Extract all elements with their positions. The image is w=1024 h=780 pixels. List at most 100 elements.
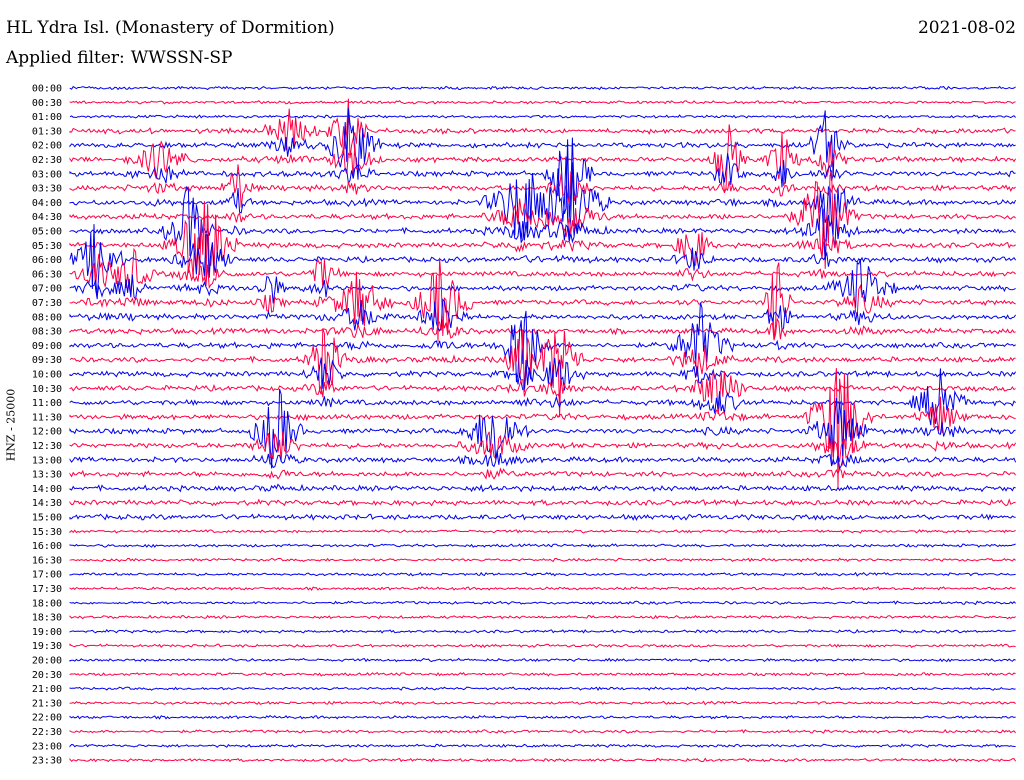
- trace-time-label: 00:00: [32, 84, 62, 95]
- trace-time-label: 22:00: [32, 713, 62, 724]
- trace-time-label: 13:30: [32, 470, 62, 481]
- seismic-trace: [69, 528, 1016, 534]
- trace-time-label: 17:30: [32, 584, 62, 595]
- seismic-trace: [69, 317, 1016, 341]
- seismic-trace: [69, 328, 1016, 418]
- station-title: HL Ydra Isl. (Monastery of Dormition): [6, 18, 335, 38]
- seismic-trace: [69, 224, 1017, 300]
- seismic-trace: [69, 137, 1016, 220]
- trace-time-label: 20:00: [32, 656, 62, 667]
- seismic-trace: [69, 114, 1016, 119]
- seismic-trace: [69, 467, 1017, 480]
- seismic-trace: [69, 743, 1016, 749]
- seismic-trace: [69, 657, 1016, 663]
- trace-time-label: 20:30: [32, 670, 62, 681]
- seismic-trace: [69, 257, 1016, 342]
- seismic-trace: [69, 388, 1016, 469]
- trace-time-label: 12:00: [32, 427, 62, 438]
- trace-time-label: 16:30: [32, 555, 62, 566]
- seismic-trace: [69, 371, 1016, 414]
- seismic-trace: [69, 85, 1016, 91]
- filter-label: Applied filter:: [6, 48, 125, 68]
- seismic-trace: [69, 368, 1016, 426]
- trace-time-label: 07:30: [32, 298, 62, 309]
- trace-time-label: 06:30: [32, 269, 62, 280]
- trace-time-label: 19:30: [32, 641, 62, 652]
- trace-time-label: 14:30: [32, 498, 62, 509]
- seismic-trace: [69, 124, 1017, 194]
- trace-time-label: 04:30: [32, 212, 62, 223]
- trace-time-label: 14:00: [32, 484, 62, 495]
- seismic-trace: [69, 430, 1017, 462]
- seismic-trace: [69, 368, 1016, 488]
- seismic-trace: [69, 483, 1016, 493]
- seismic-trace: [69, 672, 1016, 677]
- trace-time-label: 05:00: [32, 227, 62, 238]
- trace-time-label: 21:30: [32, 698, 62, 709]
- trace-time-label: 16:00: [32, 541, 62, 552]
- seismic-trace: [69, 700, 1016, 706]
- seismic-trace: [69, 247, 1016, 296]
- seismic-trace: [69, 571, 1016, 577]
- seismic-trace: [69, 714, 1016, 720]
- trace-time-label: 23:00: [32, 741, 62, 752]
- trace-time-label: 06:00: [32, 255, 62, 266]
- trace-time-label: 18:00: [32, 598, 62, 609]
- filter-value: WWSSN-SP: [130, 48, 233, 68]
- trace-time-label: 13:00: [32, 455, 62, 466]
- seismic-trace: [69, 185, 1016, 261]
- trace-time-label: 22:30: [32, 727, 62, 738]
- trace-time-label: 02:30: [32, 155, 62, 166]
- date-label: 2021-08-02: [917, 18, 1016, 38]
- seismic-trace: [69, 729, 1016, 734]
- trace-time-label: 19:00: [32, 627, 62, 638]
- trace-time-label: 03:30: [32, 184, 62, 195]
- trace-time-label: 01:00: [32, 112, 62, 123]
- trace-time-label: 00:30: [32, 98, 62, 109]
- seismic-trace: [69, 357, 1017, 391]
- trace-time-label: 07:00: [32, 284, 62, 295]
- seismic-trace: [69, 643, 1016, 649]
- seismic-trace: [69, 451, 1017, 471]
- seismic-trace: [69, 298, 1017, 333]
- seismic-trace: [69, 302, 1016, 383]
- trace-time-label: 15:30: [32, 527, 62, 538]
- seismic-trace: [69, 498, 1016, 507]
- trace-time-label: 09:00: [32, 341, 62, 352]
- trace-time-label: 03:00: [32, 169, 62, 180]
- seismic-trace: [69, 600, 1016, 606]
- trace-time-label: 23:30: [32, 756, 62, 767]
- trace-time-label: 01:30: [32, 126, 62, 137]
- trace-time-label: 21:00: [32, 684, 62, 695]
- seismic-trace: [69, 513, 1016, 522]
- seismic-trace: [69, 686, 1016, 691]
- trace-time-label: 18:30: [32, 613, 62, 624]
- filter-info: Applied filter: WWSSN-SP: [6, 48, 232, 68]
- seismic-trace: [69, 259, 1016, 308]
- trace-time-label: 04:00: [32, 198, 62, 209]
- trace-time-label: 09:30: [32, 355, 62, 366]
- seismic-trace: [69, 614, 1016, 620]
- trace-time-label: 10:30: [32, 384, 62, 395]
- trace-time-label: 11:00: [32, 398, 62, 409]
- trace-time-label: 12:30: [32, 441, 62, 452]
- trace-time-label: 17:00: [32, 570, 62, 581]
- seismic-trace: [69, 156, 1017, 244]
- trace-group: [69, 85, 1017, 763]
- trace-time-label: 05:30: [32, 241, 62, 252]
- seismic-trace: [69, 100, 1016, 105]
- trace-time-label: 15:00: [32, 513, 62, 524]
- trace-time-label: 10:00: [32, 370, 62, 381]
- seismic-trace: [69, 164, 1016, 208]
- seismic-trace: [69, 543, 1016, 548]
- seismic-trace: [69, 586, 1016, 592]
- seismic-trace: [69, 557, 1016, 563]
- trace-time-label: 08:30: [32, 327, 62, 338]
- trace-time-label: 08:00: [32, 312, 62, 323]
- time-label-group: 00:00 00:30 01:00 01:30 02:00 02:30 03:00 03:30…: [32, 84, 62, 767]
- seismic-trace: [69, 757, 1017, 763]
- seismic-trace: [69, 98, 1016, 159]
- trace-time-label: 02:00: [32, 141, 62, 152]
- seismic-trace: [69, 628, 1016, 634]
